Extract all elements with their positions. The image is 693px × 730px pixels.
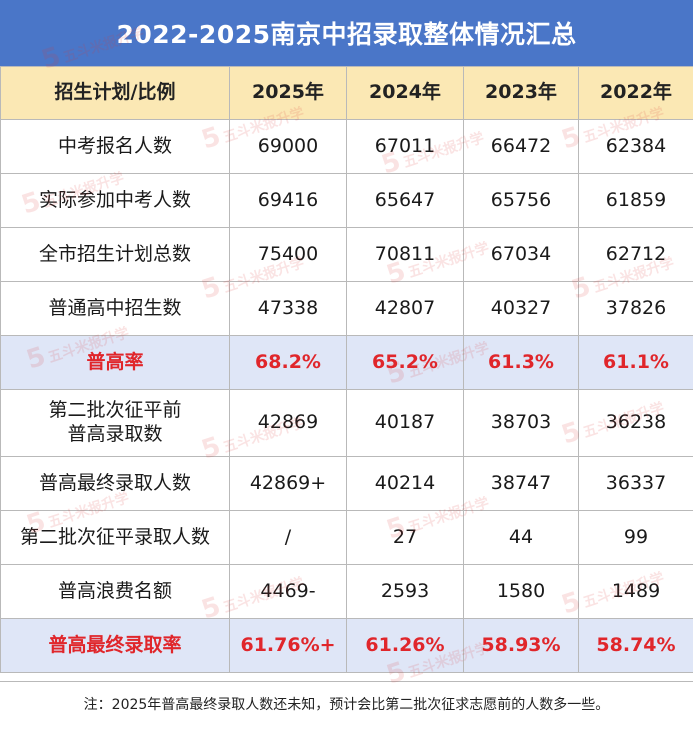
cell-value: 61.3% — [463, 335, 579, 390]
header-year-2025: 2025年 — [229, 66, 347, 120]
cell-value: 47338 — [229, 281, 347, 336]
row-label: 第二批次征平录取人数 — [0, 510, 230, 565]
cell-value: 66472 — [463, 119, 579, 174]
cell-value: 36238 — [578, 389, 693, 457]
table-row-highlight: 普高率 68.2% 65.2% 61.3% 61.1% — [0, 335, 693, 390]
cell-value: 62712 — [578, 227, 693, 282]
cell-value: / — [229, 510, 347, 565]
cell-value: 61859 — [578, 173, 693, 228]
cell-value: 1580 — [463, 564, 579, 619]
cell-value: 69416 — [229, 173, 347, 228]
cell-value: 67034 — [463, 227, 579, 282]
cell-value: 38703 — [463, 389, 579, 457]
table-row: 中考报名人数 69000 67011 66472 62384 — [0, 119, 693, 174]
cell-value: 70811 — [346, 227, 464, 282]
cell-value: 2593 — [346, 564, 464, 619]
cell-value: 65647 — [346, 173, 464, 228]
cell-value: 36337 — [578, 456, 693, 511]
header-year-2024: 2024年 — [346, 66, 464, 120]
cell-value: 44 — [463, 510, 579, 565]
cell-value: 61.1% — [578, 335, 693, 390]
row-label: 普高最终录取人数 — [0, 456, 230, 511]
cell-value: 42869+ — [229, 456, 347, 511]
cell-value: 27 — [346, 510, 464, 565]
header-year-2022: 2022年 — [578, 66, 693, 120]
row-label: 中考报名人数 — [0, 119, 230, 174]
cell-value: 61.76%+ — [229, 618, 347, 673]
cell-value: 37826 — [578, 281, 693, 336]
footnote: 注：2025年普高最终录取人数还未知，预计会比第二批次征求志愿前的人数多一些。 — [0, 681, 693, 725]
cell-value: 69000 — [229, 119, 347, 174]
table-row: 普高浪费名额 4469- 2593 1580 1489 — [0, 564, 693, 619]
row-label-line: 第二批次征平前 — [48, 399, 182, 422]
row-label: 普高率 — [0, 335, 230, 390]
cell-value: 65.2% — [346, 335, 464, 390]
cell-value: 40327 — [463, 281, 579, 336]
page-title: 2022-2025南京中招录取整体情况汇总 — [116, 20, 577, 49]
table-row: 第二批次征平录取人数 / 27 44 99 — [0, 510, 693, 565]
table-row-highlight: 普高最终录取率 61.76%+ 61.26% 58.93% 58.74% — [0, 618, 693, 673]
cell-value: 61.26% — [346, 618, 464, 673]
cell-value: 68.2% — [229, 335, 347, 390]
title-bar: 2022-2025南京中招录取整体情况汇总 — [0, 0, 693, 66]
row-label: 实际参加中考人数 — [0, 173, 230, 228]
cell-value: 58.74% — [578, 618, 693, 673]
header-category: 招生计划/比例 — [0, 66, 230, 120]
cell-value: 4469- — [229, 564, 347, 619]
admission-summary-table: 招生计划/比例 2025年 2024年 2023年 2022年 中考报名人数 6… — [0, 66, 693, 673]
cell-value: 38747 — [463, 456, 579, 511]
table-row: 第二批次征平前 普高录取数 42869 40187 38703 36238 — [0, 389, 693, 457]
cell-value: 1489 — [578, 564, 693, 619]
row-label: 普高最终录取率 — [0, 618, 230, 673]
cell-value: 58.93% — [463, 618, 579, 673]
table-row: 全市招生计划总数 75400 70811 67034 62712 — [0, 227, 693, 282]
row-label: 全市招生计划总数 — [0, 227, 230, 282]
table-row: 普通高中招生数 47338 42807 40327 37826 — [0, 281, 693, 336]
table-header-row: 招生计划/比例 2025年 2024年 2023年 2022年 — [0, 66, 693, 120]
cell-value: 65756 — [463, 173, 579, 228]
table-row: 普高最终录取人数 42869+ 40214 38747 36337 — [0, 456, 693, 511]
cell-value: 42869 — [229, 389, 347, 457]
cell-value: 40187 — [346, 389, 464, 457]
row-label-line: 普高录取数 — [67, 423, 163, 445]
cell-value: 99 — [578, 510, 693, 565]
cell-value: 40214 — [346, 456, 464, 511]
cell-value: 75400 — [229, 227, 347, 282]
cell-value: 42807 — [346, 281, 464, 336]
row-label: 普通高中招生数 — [0, 281, 230, 336]
cell-value: 67011 — [346, 119, 464, 174]
cell-value: 62384 — [578, 119, 693, 174]
footnote-text: 注：2025年普高最终录取人数还未知，预计会比第二批次征求志愿前的人数多一些。 — [83, 696, 610, 713]
row-label: 普高浪费名额 — [0, 564, 230, 619]
table-row: 实际参加中考人数 69416 65647 65756 61859 — [0, 173, 693, 228]
row-label: 第二批次征平前 普高录取数 — [0, 389, 230, 457]
header-year-2023: 2023年 — [463, 66, 579, 120]
